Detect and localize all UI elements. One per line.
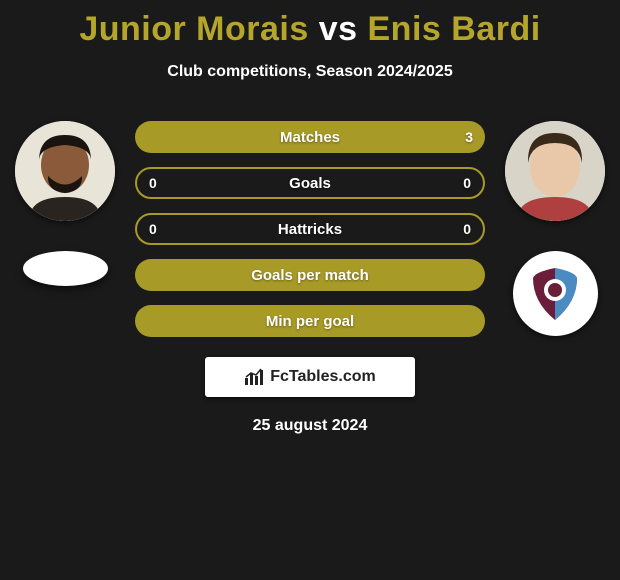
- subtitle: Club competitions, Season 2024/2025: [167, 63, 452, 81]
- stats-column: Matches 3 0 Goals 0 0 Hattricks 0 Goals per matc…: [135, 121, 485, 337]
- comparison-card: Junior Morais vs Enis Bardi Club competi…: [0, 0, 620, 435]
- stat-row-hattricks: 0 Hattricks 0: [135, 213, 485, 245]
- comparison-title: Junior Morais vs Enis Bardi: [79, 10, 540, 49]
- player2-avatar-icon: [505, 121, 605, 221]
- player2-name: Enis Bardi: [368, 10, 541, 48]
- stat-row-min-per-goal: Min per goal: [135, 305, 485, 337]
- vs-separator: vs: [319, 10, 358, 48]
- stat-label: Hattricks: [278, 221, 342, 238]
- date-line: 25 august 2024: [253, 417, 368, 435]
- player2-avatar: [505, 121, 605, 221]
- player1-name: Junior Morais: [79, 10, 308, 48]
- left-column: [15, 121, 115, 286]
- fctables-badge: FcTables.com: [205, 357, 415, 397]
- stat-label: Min per goal: [266, 313, 354, 330]
- stat-left-value: 0: [149, 221, 157, 237]
- stat-row-goals: 0 Goals 0: [135, 167, 485, 199]
- player1-avatar: [15, 121, 115, 221]
- stat-right-value: 3: [465, 129, 473, 145]
- player2-club-logo: [513, 251, 598, 336]
- trabzonspor-logo-icon: [525, 264, 585, 324]
- stat-row-matches: Matches 3: [135, 121, 485, 153]
- right-column: [505, 121, 605, 336]
- player1-club-logo: [23, 251, 108, 286]
- stat-label: Goals: [289, 175, 331, 192]
- stat-right-value: 0: [463, 221, 471, 237]
- stat-label: Matches: [280, 129, 340, 146]
- chart-icon: [244, 368, 264, 386]
- main-row: Matches 3 0 Goals 0 0 Hattricks 0 Goals per matc…: [0, 121, 620, 337]
- stat-label: Goals per match: [251, 267, 369, 284]
- player1-avatar-icon: [15, 121, 115, 221]
- fctables-brand-text: FcTables.com: [270, 368, 376, 386]
- stat-right-value: 0: [463, 175, 471, 191]
- stat-row-goals-per-match: Goals per match: [135, 259, 485, 291]
- stat-left-value: 0: [149, 175, 157, 191]
